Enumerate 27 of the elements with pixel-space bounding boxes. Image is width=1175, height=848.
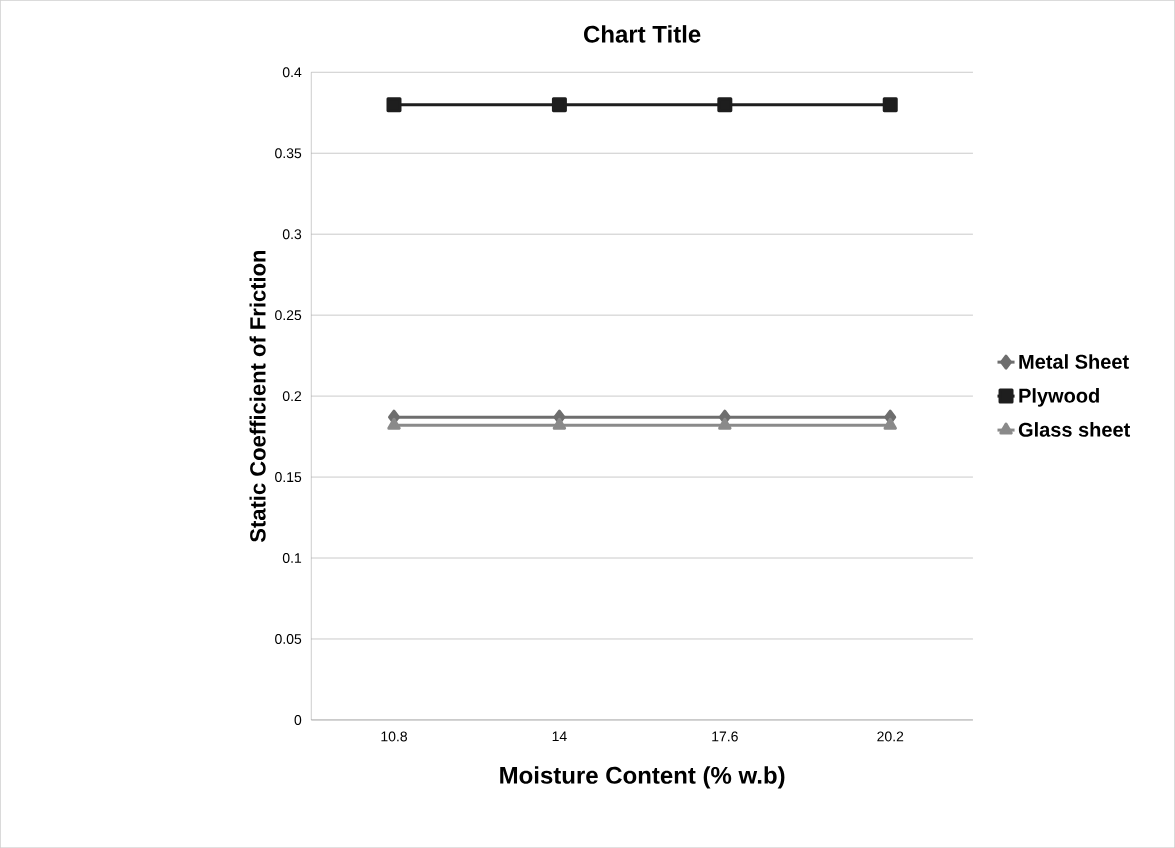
legend-label: Metal Sheet: [1019, 354, 1129, 369]
x-axis-title: Moisture Content (% w.b): [500, 766, 785, 789]
point: [551, 97, 567, 113]
y-tick-label: 0.35: [275, 148, 302, 159]
point: [717, 97, 733, 113]
x-tick-label: 20.2: [877, 731, 904, 742]
y-tick-label: 0.3: [282, 229, 302, 240]
point: [718, 417, 732, 430]
x-tick-label: 14: [552, 731, 567, 742]
y-axis-title: Static Coefficient of Friction: [249, 250, 266, 542]
x-tick-label: 10.8: [381, 731, 408, 742]
point: [883, 417, 897, 430]
y-tick-label: 0: [294, 714, 302, 725]
legend-label: Glass sheet: [1018, 422, 1131, 437]
x-tick-label: 17.6: [712, 731, 738, 742]
point: [552, 417, 567, 430]
y-tick-label: 0.4: [282, 67, 302, 78]
y-tick-label: 0.25: [275, 310, 302, 321]
chart-title: Chart Title: [584, 25, 701, 43]
point: [386, 97, 402, 113]
legend-label: Plywood: [1019, 388, 1099, 407]
y-tick-label: 0.05: [275, 633, 302, 644]
point: [882, 97, 898, 113]
y-tick-label: 0.1: [282, 552, 302, 563]
y-tick-label: 0.2: [282, 391, 302, 401]
point: [387, 417, 401, 430]
y-tick-label: 0.15: [275, 472, 302, 482]
